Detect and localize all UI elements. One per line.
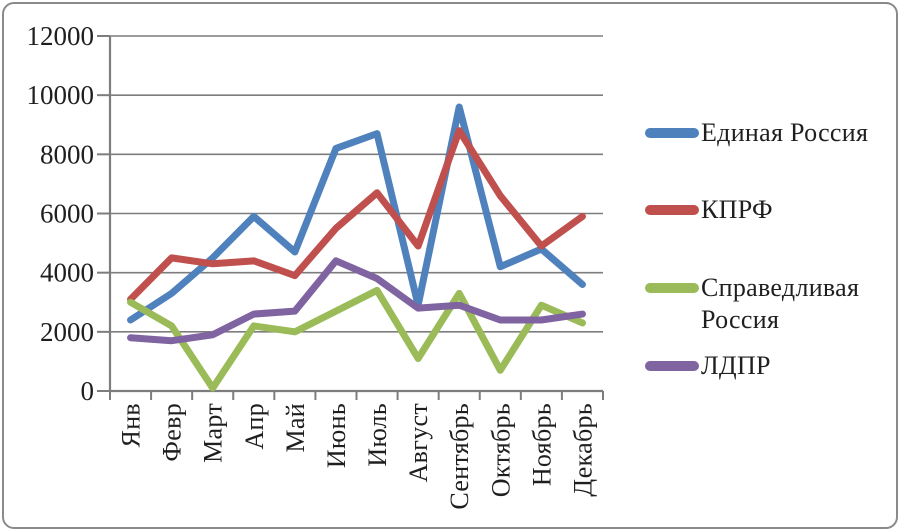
legend-label-kprf: КПРФ (701, 195, 773, 224)
legend-label-spravedlivaya-rossiya: Справедливая Россия (701, 273, 860, 334)
y-tick-label: 12000 (27, 21, 95, 51)
x-tick-label: Октябрь (486, 403, 515, 497)
x-tick-label: Июль (363, 403, 392, 467)
x-tick-label: Июнь (322, 403, 351, 468)
legend-swatch-ldpr-icon (645, 361, 699, 371)
legend-swatch-edinaya-rossiya-icon (645, 128, 699, 138)
x-tick-label: Сентябрь (445, 403, 474, 510)
legend-label-ldpr: ЛДПР (701, 351, 771, 380)
legend-swatch-kprf-icon (645, 205, 699, 215)
x-tick-label: Май (281, 403, 310, 452)
series-line (127, 286, 586, 392)
series-line (127, 257, 586, 345)
legend-swatch-spravedlivaya-rossiya-icon (645, 283, 699, 293)
series-line (127, 127, 586, 303)
y-tick-label: 4000 (40, 258, 94, 288)
x-tick-label: Ноябрь (527, 403, 556, 486)
x-tick-label: Август (404, 403, 433, 482)
legend-item-edinaya-rossiya: Единая Россия (645, 117, 868, 149)
y-tick-label: 0 (81, 376, 95, 406)
x-tick-label: Янв (117, 403, 146, 447)
legend-label-edinaya-rossiya: Единая Россия (701, 118, 869, 147)
x-tick-label: Декабрь (568, 403, 597, 497)
legend-item-ldpr: ЛДПР (645, 350, 771, 382)
y-tick-label: 2000 (40, 317, 94, 347)
x-tick-label: Апр (240, 403, 269, 450)
chart-legend: Единая Россия КПРФ Справедливая Россия Л… (645, 0, 885, 531)
y-tick-label: 10000 (27, 80, 95, 110)
legend-item-kprf: КПРФ (645, 194, 773, 226)
y-tick-label: 8000 (40, 139, 94, 169)
x-tick-label: Март (199, 403, 228, 463)
legend-item-spravedlivaya-rossiya: Справедливая Россия (645, 272, 883, 336)
y-tick-label: 6000 (40, 199, 94, 229)
x-tick-label: Февр (158, 403, 187, 462)
